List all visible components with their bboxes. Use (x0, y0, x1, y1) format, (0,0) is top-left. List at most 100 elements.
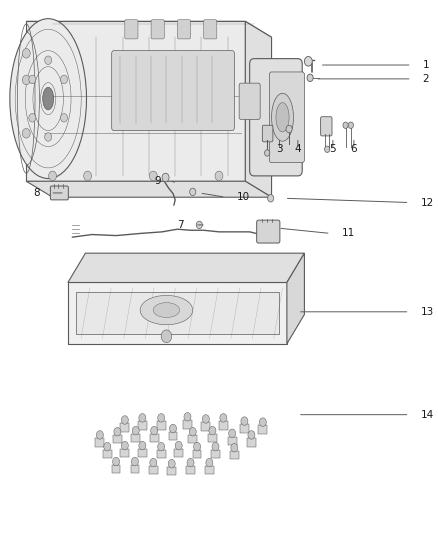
Text: 3: 3 (276, 144, 283, 154)
Bar (174, 449, 183, 457)
FancyBboxPatch shape (112, 51, 234, 131)
Ellipse shape (10, 19, 86, 179)
Circle shape (348, 122, 353, 128)
Circle shape (286, 125, 292, 133)
Circle shape (151, 426, 158, 435)
Circle shape (325, 146, 330, 152)
Circle shape (307, 74, 313, 82)
Bar (120, 423, 129, 432)
Text: 1: 1 (423, 60, 429, 70)
Bar (258, 425, 267, 434)
Bar (208, 434, 217, 442)
Ellipse shape (42, 87, 53, 110)
FancyBboxPatch shape (321, 117, 332, 136)
Bar (150, 434, 159, 442)
Circle shape (22, 128, 30, 138)
Circle shape (175, 441, 182, 450)
FancyBboxPatch shape (239, 83, 260, 119)
Text: 10: 10 (237, 192, 250, 202)
Circle shape (231, 443, 238, 452)
FancyBboxPatch shape (262, 125, 273, 142)
Circle shape (104, 442, 111, 451)
Circle shape (206, 458, 213, 467)
Bar (131, 434, 140, 442)
Bar (157, 450, 166, 458)
Bar (169, 432, 177, 440)
Polygon shape (68, 282, 287, 344)
Ellipse shape (153, 303, 180, 318)
Bar (186, 466, 195, 474)
Bar (131, 465, 139, 473)
Circle shape (161, 330, 172, 343)
Bar (230, 451, 239, 459)
Circle shape (248, 431, 255, 439)
Text: 4: 4 (294, 144, 301, 154)
Circle shape (187, 458, 194, 467)
Circle shape (202, 415, 209, 423)
Bar (188, 435, 197, 443)
Bar (113, 435, 122, 443)
Circle shape (158, 414, 165, 422)
Circle shape (220, 414, 227, 422)
Bar (149, 466, 158, 474)
Bar (205, 466, 214, 474)
Circle shape (60, 75, 67, 84)
Text: 8: 8 (33, 188, 39, 198)
Circle shape (121, 416, 128, 424)
Circle shape (121, 441, 128, 450)
Circle shape (29, 75, 36, 84)
Circle shape (114, 427, 121, 436)
Circle shape (265, 150, 270, 156)
Circle shape (343, 122, 348, 128)
Text: 2: 2 (423, 74, 429, 84)
Ellipse shape (272, 93, 293, 141)
Polygon shape (26, 21, 245, 181)
Circle shape (184, 413, 191, 421)
Circle shape (189, 427, 196, 436)
Circle shape (22, 49, 30, 58)
Circle shape (196, 221, 202, 229)
Circle shape (168, 459, 175, 468)
Bar (183, 420, 192, 429)
Circle shape (139, 441, 146, 450)
FancyBboxPatch shape (151, 20, 164, 39)
Circle shape (229, 429, 236, 438)
Text: 11: 11 (342, 229, 355, 238)
Text: 14: 14 (420, 410, 434, 419)
Bar (240, 424, 249, 433)
Circle shape (22, 75, 30, 85)
Bar (228, 437, 237, 445)
Text: 5: 5 (329, 144, 336, 154)
Circle shape (170, 424, 177, 433)
Bar (211, 450, 220, 458)
Circle shape (84, 171, 92, 181)
Bar (167, 467, 176, 475)
FancyBboxPatch shape (257, 220, 280, 243)
Circle shape (259, 418, 266, 426)
Circle shape (149, 171, 157, 181)
Bar (112, 465, 120, 473)
Bar (247, 438, 256, 447)
Circle shape (190, 188, 196, 196)
Text: 12: 12 (420, 198, 434, 207)
Text: 6: 6 (350, 144, 357, 154)
Polygon shape (68, 253, 304, 282)
Circle shape (96, 431, 103, 439)
Bar (219, 421, 228, 430)
Circle shape (131, 457, 138, 466)
FancyBboxPatch shape (204, 20, 217, 39)
Polygon shape (76, 292, 279, 334)
Text: 9: 9 (155, 176, 161, 186)
Bar (120, 449, 129, 457)
Circle shape (29, 114, 36, 122)
Circle shape (132, 426, 139, 435)
Bar (138, 421, 147, 430)
Circle shape (113, 457, 120, 466)
FancyBboxPatch shape (250, 59, 302, 176)
Circle shape (139, 414, 146, 422)
Bar (157, 421, 166, 430)
Circle shape (194, 442, 201, 451)
Ellipse shape (140, 295, 193, 325)
Circle shape (215, 171, 223, 181)
Bar (103, 450, 112, 458)
